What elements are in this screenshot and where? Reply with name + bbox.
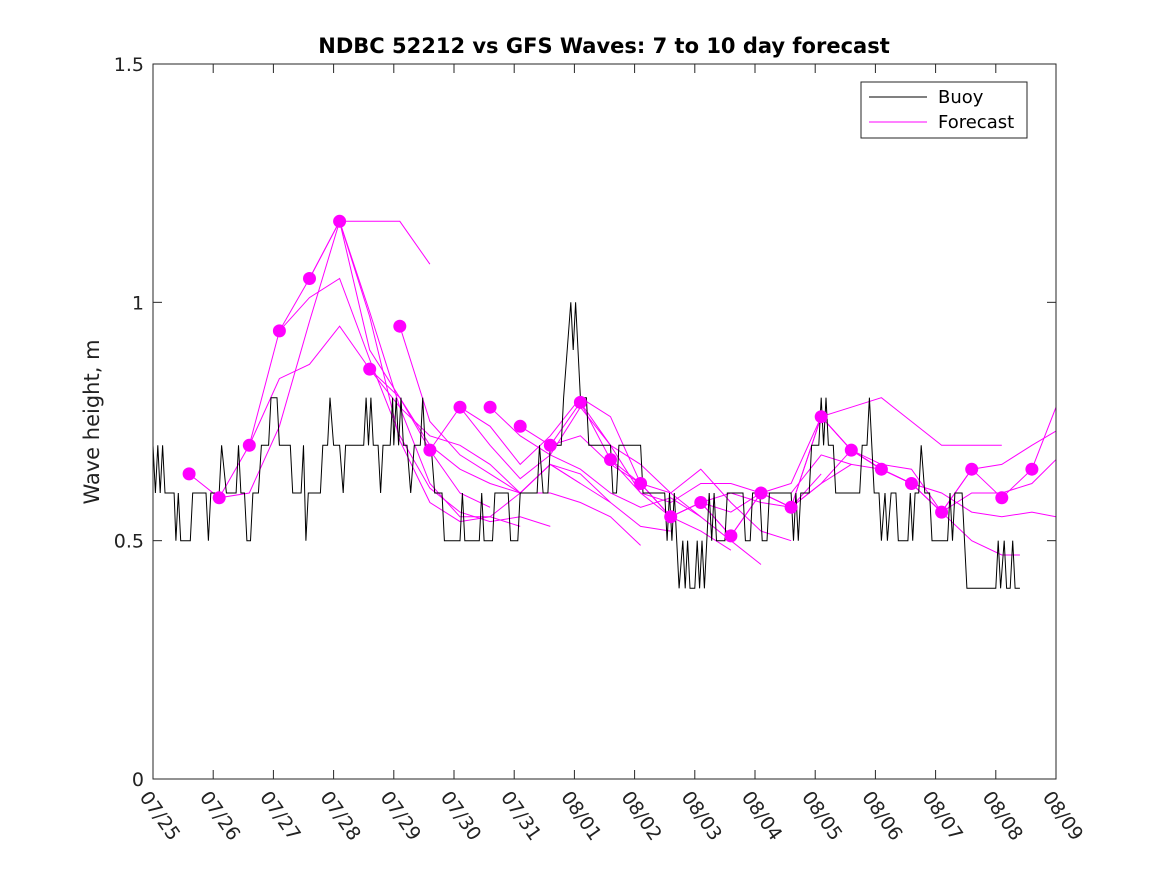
forecast-marker	[423, 443, 437, 457]
plot-frame	[152, 63, 1057, 780]
forecast-marker	[272, 324, 286, 338]
forecast-marker	[724, 529, 738, 543]
forecast-marker	[242, 438, 256, 452]
forecast-marker	[543, 438, 557, 452]
y-tick-label: 1.5	[114, 54, 144, 76]
forecast-markers	[182, 214, 1039, 543]
y-tick-label: 0.5	[114, 531, 144, 553]
forecast-marker	[694, 496, 708, 509]
forecast-marker	[874, 462, 888, 476]
forecast-marker	[363, 362, 377, 376]
forecast-run-line	[279, 277, 551, 527]
forecast-marker	[965, 462, 979, 476]
forecast-marker	[754, 486, 768, 500]
forecast-run-line	[700, 397, 1002, 537]
forecast-run-line	[579, 402, 852, 504]
legend-forecast-label: Forecast	[938, 112, 1014, 133]
chart-title: NDBC 52212 vs GFS Waves: 7 to 10 day for…	[318, 34, 889, 58]
forecast-marker	[212, 491, 226, 505]
forecast-run-line	[459, 397, 732, 551]
legend-box	[860, 81, 1028, 139]
forecast-marker	[844, 443, 858, 457]
buoy-line	[153, 302, 1020, 589]
forecast-marker	[814, 410, 828, 424]
y-axis-label: Wave height, m	[80, 339, 104, 504]
forecast-run-line	[339, 221, 611, 503]
legend-buoy-label: Buoy	[938, 87, 984, 108]
forecast-marker	[935, 505, 949, 519]
buoy-series	[153, 302, 1020, 589]
forecast-marker	[393, 319, 407, 333]
forecast-marker	[1025, 462, 1039, 476]
forecast-run-line	[760, 449, 1056, 513]
forecast-marker	[634, 477, 648, 490]
forecast-marker	[483, 400, 497, 414]
forecast-marker	[513, 419, 527, 433]
forecast-marker	[573, 395, 587, 409]
y-tick-label: 0	[132, 769, 144, 791]
forecast-marker	[182, 467, 196, 481]
forecast-marker	[784, 500, 798, 514]
forecast-marker	[664, 510, 678, 524]
forecast-marker	[905, 477, 918, 490]
forecast-marker	[453, 400, 467, 414]
forecast-run-line	[399, 326, 671, 532]
forecast-marker	[995, 491, 1009, 505]
plot-area	[153, 214, 1056, 589]
forecast-marker	[303, 272, 316, 285]
legend: Buoy Forecast	[860, 81, 1028, 139]
y-tick-label: 1	[132, 292, 144, 314]
forecast-marker	[333, 214, 347, 228]
forecast-run-line	[429, 406, 702, 518]
forecast-run-line	[519, 425, 792, 542]
forecast-marker	[604, 453, 617, 467]
y-axis: 0 0.5 1 1.5	[114, 54, 1056, 791]
forecast-run-line	[369, 368, 641, 546]
